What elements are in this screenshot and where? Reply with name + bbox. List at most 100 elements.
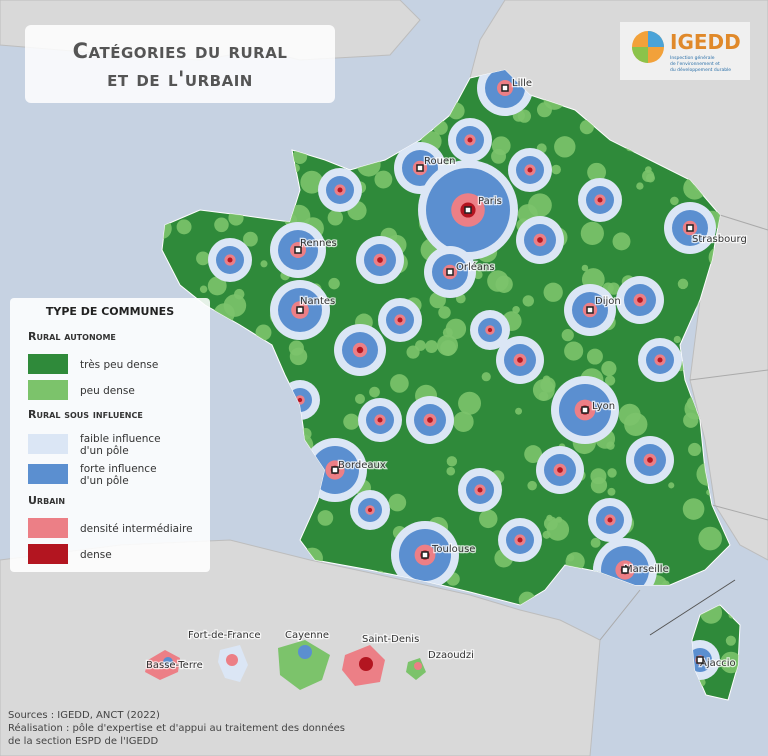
texture [230, 149, 243, 162]
map-title: Catégories du rural [73, 39, 288, 63]
texture [551, 164, 561, 175]
texture [527, 480, 537, 491]
texture [453, 411, 474, 432]
texture [542, 530, 551, 539]
legend-group-title: Rural sous influence [28, 408, 143, 421]
texture [191, 126, 201, 136]
city-marker [296, 306, 304, 314]
legend: Type de communes Rural autonome très peu … [10, 298, 210, 572]
city-label: Bordeaux [338, 460, 386, 471]
texture [524, 445, 543, 464]
texture [728, 612, 735, 619]
texture [543, 516, 558, 531]
texture [219, 167, 240, 188]
texture [260, 260, 268, 268]
texture [662, 580, 670, 589]
texture [344, 118, 364, 138]
city-label: Rennes [300, 238, 337, 249]
texture [285, 520, 303, 539]
texture [317, 510, 334, 526]
texture [579, 120, 594, 135]
texture [162, 173, 167, 185]
texture [297, 397, 303, 403]
texture [246, 371, 261, 385]
texture [402, 97, 426, 121]
texture [481, 372, 491, 382]
texture [356, 346, 364, 354]
texture [299, 428, 312, 440]
texture [586, 348, 603, 365]
city-label: Dijon [595, 296, 621, 307]
texture [207, 276, 227, 296]
texture [631, 691, 652, 700]
texture [440, 88, 452, 100]
overseas-labels: Fort-de-France Cayenne Saint-Denis Basse… [145, 629, 475, 673]
texture [637, 297, 643, 303]
city-label: Toulouse [431, 544, 475, 555]
texture [234, 171, 245, 181]
texture [720, 651, 740, 674]
city-marker [501, 84, 509, 92]
city-marker [586, 306, 594, 314]
texture [682, 498, 705, 520]
legend-group-title: Rural autonome [28, 330, 116, 343]
legend-label: dense [80, 549, 112, 561]
texture [228, 210, 244, 226]
texture [296, 453, 311, 467]
logo-subtitle: du développement durable [670, 66, 731, 73]
texture [354, 99, 377, 122]
texture [604, 375, 616, 386]
texture [249, 492, 261, 504]
texture [215, 344, 222, 351]
texture [300, 170, 324, 194]
legend-label: d'un pôle [80, 475, 129, 487]
sources: Sources : IGEDD, ANCT (2022) Réalisation… [8, 710, 345, 747]
texture [197, 192, 206, 202]
texture [427, 417, 433, 423]
texture [557, 467, 563, 473]
territory-label: Saint-Denis [362, 634, 419, 645]
city-label: Lille [512, 78, 532, 89]
legend-swatch [28, 518, 68, 538]
texture [344, 74, 352, 82]
texture [543, 282, 563, 302]
texture [233, 288, 245, 300]
city-labels: Lille Rouen Paris Strasbourg Rennes Orlé… [299, 77, 748, 671]
texture [327, 210, 344, 226]
texture [425, 340, 438, 353]
texture [737, 601, 740, 622]
city-marker [446, 268, 454, 276]
city-label: Ajaccio [700, 658, 736, 669]
texture [668, 482, 675, 489]
texture [219, 131, 229, 142]
texture [435, 99, 444, 108]
texture [581, 264, 589, 272]
texture [369, 386, 380, 398]
texture [390, 374, 409, 393]
texture [287, 538, 297, 548]
texture [276, 131, 288, 143]
texture [612, 653, 620, 662]
texture [235, 488, 249, 502]
texture [440, 340, 457, 356]
texture [677, 278, 689, 290]
texture [645, 173, 655, 183]
texture [673, 335, 681, 344]
texture [388, 493, 407, 512]
texture [618, 403, 641, 426]
city-label: Rouen [424, 156, 455, 167]
texture [228, 163, 235, 170]
texture [653, 641, 673, 661]
texture [587, 162, 607, 182]
texture [554, 136, 576, 158]
texture [479, 509, 498, 529]
texture [517, 537, 523, 543]
city-label: Paris [478, 196, 502, 207]
texture [283, 535, 296, 547]
texture [162, 192, 172, 204]
texture [255, 324, 272, 341]
texture [601, 361, 617, 377]
source-line: de la section ESPD de l'IGEDD [8, 736, 158, 747]
texture [162, 264, 171, 277]
